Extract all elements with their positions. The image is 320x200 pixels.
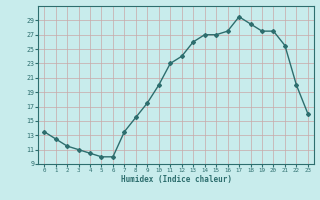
X-axis label: Humidex (Indice chaleur): Humidex (Indice chaleur) bbox=[121, 175, 231, 184]
